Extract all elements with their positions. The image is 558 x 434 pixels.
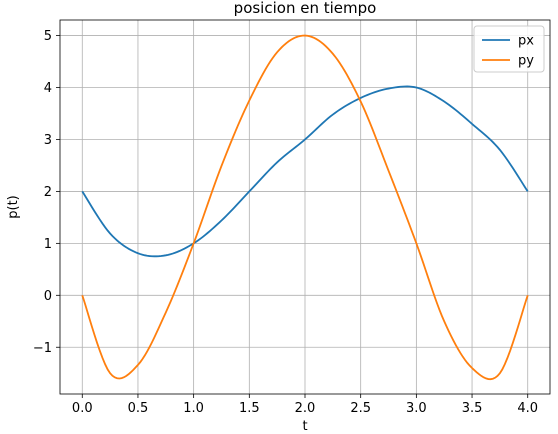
x-tick-label-6: 3.0 — [406, 401, 427, 416]
y-tick-label-6: 5 — [44, 29, 52, 44]
y-tick-label-2: 1 — [44, 237, 52, 252]
x-tick-label-2: 1.0 — [183, 401, 204, 416]
y-tick-label-4: 3 — [44, 133, 52, 148]
x-tick-label-0: 0.0 — [72, 401, 93, 416]
x-tick-label-3: 1.5 — [239, 401, 260, 416]
chart-title: posicion en tiempo — [234, 0, 377, 17]
legend-label-py: py — [518, 54, 534, 69]
x-tick-label-5: 2.5 — [350, 401, 371, 416]
y-tick-label-1: 0 — [44, 289, 52, 304]
y-tick-label-0: −1 — [33, 341, 52, 356]
x-axis-label: t — [302, 419, 307, 434]
y-tick-label-3: 2 — [44, 185, 52, 200]
series-line-px — [81, 85, 529, 258]
series-layer — [81, 34, 529, 381]
x-tick-label-8: 4.0 — [517, 401, 538, 416]
x-tick-label-1: 0.5 — [128, 401, 149, 416]
y-axis-label: p(t) — [6, 195, 21, 219]
x-tick-label-4: 2.0 — [295, 401, 316, 416]
x-tick-label-7: 3.5 — [462, 401, 483, 416]
legend: px py — [473, 25, 545, 73]
grid-layer — [60, 20, 550, 394]
series-line-py — [81, 34, 529, 381]
tick-layer: 0.0 0.5 1.0 1.5 2.0 2.5 3.0 3.5 4.0 −1 0 1 2 3 4 5 — [33, 29, 538, 416]
legend-label-px: px — [518, 34, 534, 49]
y-tick-label-5: 4 — [44, 81, 52, 96]
